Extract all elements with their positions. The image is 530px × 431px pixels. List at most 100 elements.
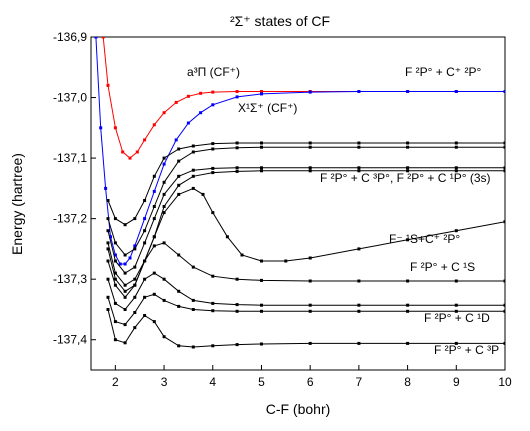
data-point <box>406 90 410 93</box>
data-point <box>454 166 458 170</box>
data-point <box>133 295 137 299</box>
series-0 <box>101 37 505 160</box>
data-point <box>503 279 505 283</box>
data-point <box>143 314 147 317</box>
tick-labels: 2 3 4 5 6 7 8 9 10 -136,9 -137,0 -137,1 -137,2 -137,3… <box>53 30 512 389</box>
annotation-f2p-c3p: F ²P° + C ³P <box>434 343 499 357</box>
data-point <box>199 111 203 115</box>
data-point <box>133 326 137 330</box>
data-point <box>235 277 239 281</box>
data-point <box>308 169 312 173</box>
chart-title: ²Σ⁺ states of CF <box>230 13 330 29</box>
data-point <box>186 94 190 98</box>
data-point <box>308 309 312 313</box>
data-point <box>235 141 239 145</box>
y-tick-label: -137,3 <box>53 272 87 286</box>
data-point <box>260 278 263 282</box>
series-3 <box>106 145 505 257</box>
data-point <box>162 241 166 245</box>
data-point <box>123 295 127 299</box>
data-point <box>152 217 156 221</box>
y-tick-label: -137,0 <box>53 91 87 105</box>
data-point <box>308 90 312 94</box>
data-point <box>191 186 195 190</box>
x-tick-label: 8 <box>404 375 411 389</box>
series-1 <box>94 37 505 266</box>
data-point <box>106 241 110 245</box>
data-point <box>454 229 458 233</box>
data-point <box>152 320 156 324</box>
data-point <box>235 95 239 99</box>
data-point <box>357 303 361 307</box>
data-point <box>454 145 458 149</box>
data-point <box>211 171 215 175</box>
x-tick-label: 10 <box>498 375 512 389</box>
data-point <box>135 150 139 154</box>
data-point <box>308 303 312 307</box>
data-point <box>177 183 181 187</box>
data-point <box>191 150 195 154</box>
annotation-fminus-cplus: F⁻ ¹S+C⁺ ²P° <box>389 232 460 246</box>
series-line <box>102 37 505 159</box>
data-point <box>177 192 181 196</box>
data-point <box>101 37 105 39</box>
data-point <box>152 205 156 208</box>
data-point <box>123 262 127 266</box>
data-point <box>454 141 458 145</box>
data-point <box>113 283 117 287</box>
data-point <box>177 344 181 348</box>
data-point <box>211 274 215 278</box>
data-point <box>123 323 127 327</box>
data-point <box>201 192 205 196</box>
data-point <box>106 295 110 299</box>
data-point <box>454 309 458 313</box>
data-point <box>106 83 110 87</box>
data-point <box>503 169 505 173</box>
x-tick-label: 6 <box>307 375 314 389</box>
data-point <box>211 90 215 94</box>
y-tick-label: -137,1 <box>53 151 87 165</box>
data-point <box>503 141 505 145</box>
data-point <box>152 244 156 248</box>
data-point <box>143 259 147 263</box>
data-point <box>152 123 156 127</box>
data-point <box>211 301 215 305</box>
data-point <box>177 289 181 293</box>
data-point <box>113 217 117 221</box>
annotation-f2p-c1s: F ²P° + C ¹S <box>410 260 475 274</box>
data-point <box>113 253 117 257</box>
data-point <box>406 145 410 149</box>
series-8 <box>106 271 505 311</box>
data-point <box>143 241 147 245</box>
data-point <box>162 335 166 339</box>
data-point <box>133 311 137 314</box>
data-point <box>152 235 156 239</box>
data-point <box>133 217 137 221</box>
data-point <box>260 141 263 145</box>
data-point <box>162 277 166 281</box>
data-point <box>133 283 137 287</box>
series-4 <box>106 166 505 275</box>
data-point <box>123 289 127 293</box>
data-point <box>133 277 137 281</box>
data-point <box>211 344 215 348</box>
annotation-a3pi: a³Π (CF⁺) <box>187 65 240 79</box>
data-point <box>174 100 178 104</box>
data-point <box>503 166 505 170</box>
data-point <box>191 265 195 269</box>
data-point <box>503 303 505 307</box>
y-axis-label: Energy (hartree) <box>9 153 25 255</box>
data-point <box>406 238 410 242</box>
data-point <box>143 217 147 221</box>
data-point <box>260 342 263 346</box>
data-point <box>211 142 215 146</box>
x-tick-label: 3 <box>161 375 168 389</box>
data-point <box>406 279 410 283</box>
data-point <box>143 277 147 281</box>
data-point <box>123 253 127 257</box>
data-point <box>225 235 229 239</box>
data-point <box>191 168 195 172</box>
data-point <box>211 103 215 107</box>
data-point <box>503 220 505 224</box>
data-point <box>357 279 361 283</box>
